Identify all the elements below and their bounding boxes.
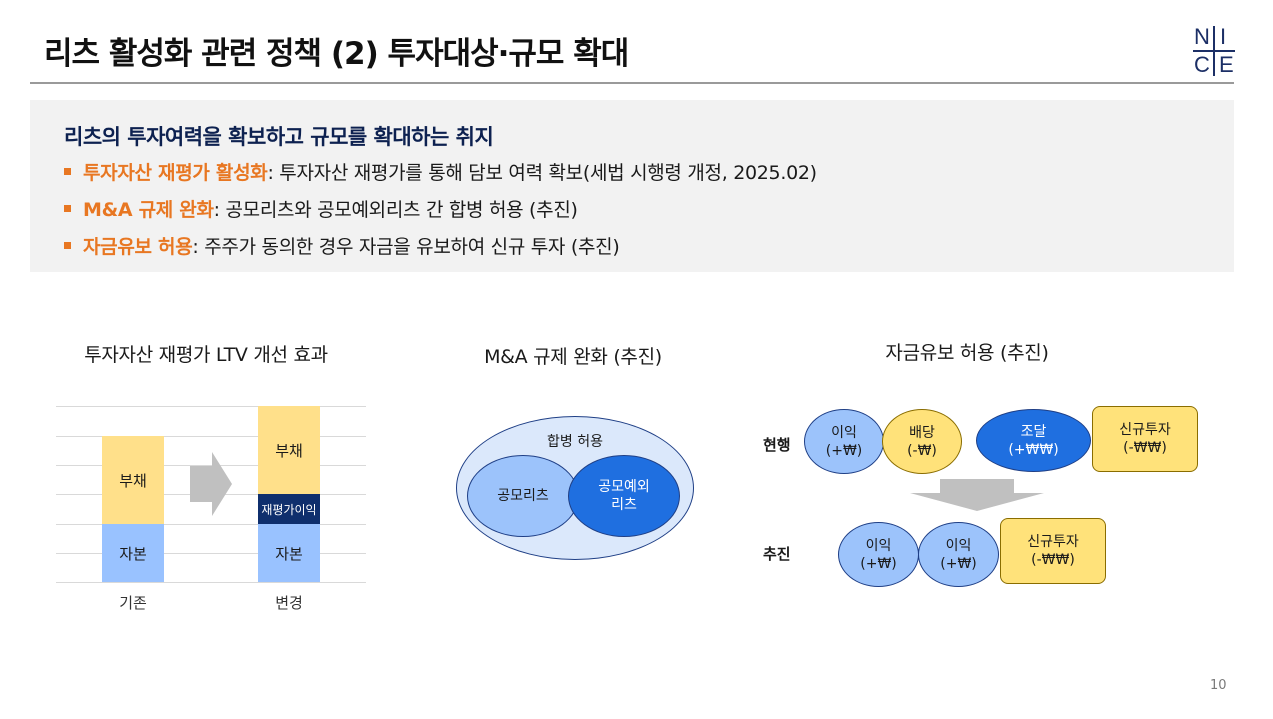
- logo-letter-n: N: [1194, 24, 1210, 49]
- page-number: 10: [1210, 678, 1227, 693]
- gridline: [56, 465, 366, 466]
- proposed-new-investment-box: 신규투자 (-₩₩): [1000, 518, 1106, 584]
- logo-letter-c: C: [1194, 52, 1210, 77]
- bullet-revaluation: 투자자산 재평가 활성화: 투자자산 재평가를 통해 담보 여력 확보(세법 시…: [64, 158, 817, 185]
- gridline: [56, 524, 366, 525]
- bullet-mna: M&A 규제 완화: 공모리츠와 공모예외리츠 간 합병 허용 (추진): [64, 195, 578, 222]
- nice-logo: N I C E: [1193, 26, 1235, 76]
- baseline: [56, 582, 366, 583]
- bullet-highlight: 자금유보 허용: [83, 236, 193, 258]
- bullet-reserve: 자금유보 허용: 주주가 동의한 경우 자금을 유보하여 신규 투자 (추진): [64, 232, 620, 259]
- bullet-text: : 공모리츠와 공모예외리츠 간 합병 허용 (추진): [213, 199, 578, 221]
- after-debt-bar: 부채: [258, 406, 320, 494]
- before-label: 기존: [119, 594, 147, 612]
- before-debt-bar: 부채: [102, 436, 164, 524]
- after-revaluation-bar: 재평가이익: [258, 494, 320, 524]
- right-arrow-icon: [190, 452, 232, 516]
- current-row-label: 현행: [763, 436, 791, 454]
- before-equity-bar: 자본: [102, 524, 164, 582]
- logo-letter-e: E: [1219, 52, 1234, 77]
- bullet-square-icon: [64, 168, 71, 175]
- summary-heading: 리츠의 투자여력을 확보하고 규모를 확대하는 취지: [64, 125, 494, 149]
- proposed-profit-ellipse-2: 이익 (+₩): [918, 522, 999, 587]
- public-reit-ellipse: 공모리츠: [467, 455, 579, 537]
- summary-box: [30, 100, 1234, 272]
- mna-panel-title: M&A 규제 완화 (추진): [484, 346, 662, 368]
- page-title: 리츠 활성화 관련 정책 (2) 투자대상·규모 확대: [44, 36, 629, 72]
- current-dividend-ellipse: 배당 (-₩): [882, 409, 962, 474]
- logo-letter-i: I: [1220, 24, 1227, 49]
- public-reit-label: 공모리츠: [497, 488, 549, 504]
- exempt-reit-ellipse: 공모예외 리츠: [568, 455, 680, 537]
- bullet-square-icon: [64, 242, 71, 249]
- gridline: [56, 406, 366, 407]
- bullet-highlight: 투자자산 재평가 활성화: [83, 162, 268, 184]
- merger-allowed-label: 합병 허용: [547, 434, 603, 450]
- after-equity-bar: 자본: [258, 524, 320, 582]
- proposed-row-label: 추진: [763, 545, 791, 563]
- bullet-text: : 투자자산 재평가를 통해 담보 여력 확보(세법 시행령 개정, 2025.…: [267, 162, 817, 184]
- bullet-highlight: M&A 규제 완화: [83, 199, 214, 221]
- current-profit-ellipse: 이익 (+₩): [804, 409, 884, 474]
- bullet-square-icon: [64, 205, 71, 212]
- ltv-panel-title: 투자자산 재평가 LTV 개선 효과: [84, 344, 328, 366]
- proposed-profit-ellipse-1: 이익 (+₩): [838, 522, 919, 587]
- exempt-reit-label: 공모예외 리츠: [598, 479, 650, 513]
- down-arrow-icon: [910, 479, 1044, 511]
- gridline: [56, 553, 366, 554]
- current-new-investment-box: 신규투자 (-₩₩): [1092, 406, 1198, 472]
- reserve-panel-title: 자금유보 허용 (추진): [885, 342, 1049, 364]
- bullet-text: : 주주가 동의한 경우 자금을 유보하여 신규 투자 (추진): [192, 236, 620, 258]
- gridline: [56, 436, 366, 437]
- after-label: 변경: [275, 594, 303, 612]
- title-divider: [30, 82, 1234, 84]
- current-funding-ellipse: 조달 (+₩₩): [976, 409, 1091, 472]
